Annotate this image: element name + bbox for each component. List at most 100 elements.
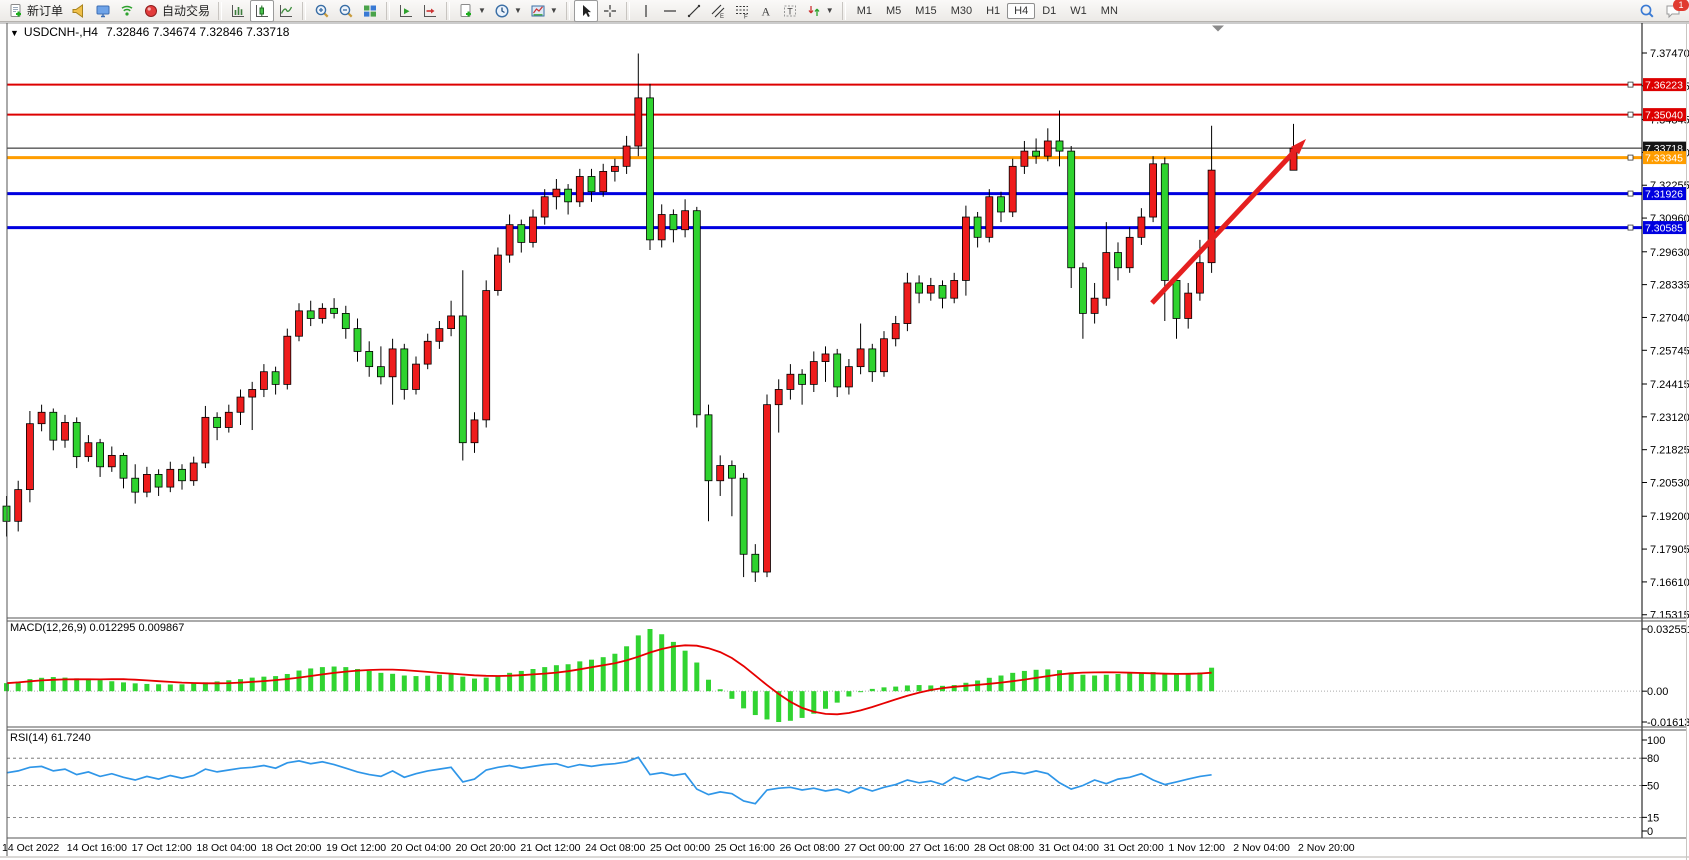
cursor-icon [582,4,591,17]
timeframe-M15[interactable]: M15 [915,4,937,17]
zoom-out-button[interactable] [334,0,358,22]
templates-button[interactable]: ▼ [526,0,562,22]
chevron-down-icon: ▼ [825,6,834,15]
trendline-icon [687,4,700,17]
timeframe-W1[interactable]: W1 [1070,4,1087,17]
svg-text:7.33345: 7.33345 [1645,153,1683,165]
svg-text:14 Oct 2022: 14 Oct 2022 [2,842,59,854]
zoom-in-button[interactable] [310,0,334,22]
notifications-button[interactable]: 1 [1665,0,1689,19]
chevron-down-icon: ▼ [478,6,486,15]
svg-text:25 Oct 16:00: 25 Oct 16:00 [715,842,775,854]
new-chart-button[interactable]: ▼ [454,0,490,22]
svg-text:7.19200: 7.19200 [1650,511,1689,523]
new-order-label: 新订单 [27,4,64,18]
autotrading-button[interactable]: 自动交易 [139,0,214,22]
svg-text:31 Oct 20:00: 31 Oct 20:00 [1104,842,1164,854]
svg-text:7.23120: 7.23120 [1650,412,1689,424]
svg-text:7.37470: 7.37470 [1650,48,1689,60]
svg-text:0.00: 0.00 [1647,686,1668,698]
timeframe-M30[interactable]: M30 [950,4,973,17]
timeframe-MN[interactable]: MN [1100,4,1118,17]
trendline-tool-button[interactable] [682,0,706,22]
line-chart-button[interactable] [274,0,298,22]
toolbar-separator [446,1,451,20]
periods-button[interactable]: ▼ [490,0,526,22]
symbol-dropdown-icon[interactable]: ▼ [10,28,19,38]
text-label-tool-button[interactable]: T [778,0,802,22]
timeframe-M1[interactable]: M1 [856,4,872,17]
svg-text:18 Oct 20:00: 18 Oct 20:00 [261,842,321,854]
main-toolbar: 新订单 自动交易 ▼ ▼ [0,0,1689,22]
horizontal-price-lines[interactable]: 7.362237.350407.337187.333457.319267.305… [7,78,1686,235]
ohlc-values: 7.32846 7.34674 7.32846 7.33718 [105,25,290,39]
fibonacci-icon: F [735,5,748,19]
clock-icon [495,3,509,18]
svg-text:27 Oct 00:00: 27 Oct 00:00 [844,842,904,854]
timeframe-group: M1 M5 M15 M30 H1 H4 D1 W1 MN [850,2,1125,19]
channel-icon: E [711,4,725,19]
svg-text:2 Nov 04:00: 2 Nov 04:00 [1233,842,1290,854]
auto-scroll-button[interactable] [394,0,418,22]
text-icon: A [761,4,770,18]
text-tool-button[interactable]: A [754,0,778,22]
vertical-line-icon [645,4,647,17]
macd-main-value: 0.012295 [89,622,136,634]
svg-text:7.17905: 7.17905 [1650,544,1689,556]
svg-text:7.31926: 7.31926 [1645,189,1683,201]
chart-shift-button[interactable] [418,0,442,22]
svg-text:7.16610: 7.16610 [1650,577,1689,589]
toolbar-separator [625,1,630,20]
templates-icon [531,5,545,16]
svg-text:7.21825: 7.21825 [1650,445,1689,457]
bar-chart-button[interactable] [226,0,250,22]
timeframe-D1[interactable]: D1 [1042,4,1057,17]
horn-button[interactable] [67,0,91,22]
toolbar-right-tools: 1 [1639,0,1689,22]
svg-text:28 Oct 08:00: 28 Oct 08:00 [974,842,1034,854]
community-icon [96,5,110,17]
timeframe-H4[interactable]: H4 [1007,2,1036,19]
svg-text:7.36223: 7.36223 [1645,80,1683,92]
community-button[interactable] [91,0,115,22]
svg-text:50: 50 [1647,781,1659,793]
chevron-down-icon: ▼ [549,6,558,15]
zoom-in-icon [315,4,329,17]
toolbar-separator [386,1,391,20]
bar-chart-icon [232,4,245,17]
crosshair-tool-button[interactable] [598,0,622,22]
fibonacci-tool-button[interactable]: F [730,0,754,22]
macd-axis: 0.032551 0.00 -0.016137 [7,624,1689,729]
signals-icon [121,5,133,16]
search-icon[interactable] [1639,3,1655,19]
cursor-tool-button[interactable] [573,0,598,22]
toolbar-separator [218,1,223,20]
horizontal-line-tool-button[interactable] [658,0,682,22]
new-order-icon [10,3,21,17]
timeframe-H1[interactable]: H1 [986,4,1001,17]
rsi-value: 61.7240 [50,732,91,744]
candlestick-chart-button[interactable] [250,0,275,22]
signals-button[interactable] [115,0,139,22]
svg-text:2 Nov 20:00: 2 Nov 20:00 [1298,842,1355,854]
chart-shift-marker[interactable] [1212,25,1224,32]
vertical-line-tool-button[interactable] [634,0,658,22]
rsi-axis: 100 80 50 15 0 [7,735,1665,838]
svg-text:14 Oct 16:00: 14 Oct 16:00 [67,842,127,854]
svg-text:100: 100 [1647,735,1665,747]
arrows-tool-button[interactable]: ▼ [802,0,838,22]
notification-badge: 1 [1673,0,1689,11]
equidistant-channel-tool-button[interactable]: E [706,0,730,22]
svg-text:F: F [744,14,748,19]
tile-windows-button[interactable] [358,0,382,22]
date-axis: 14 Oct 2022 14 Oct 16:00 17 Oct 12:00 18 Oc… [2,842,1355,854]
crosshair-icon [603,4,616,17]
new-order-button[interactable]: 新订单 [4,0,67,22]
arrows-icon [808,5,820,16]
trend-arrow[interactable] [1150,139,1306,305]
macd-indicator-label: MACD(12,26,9) 0.012295 0.009867 [10,622,185,634]
svg-text:80: 80 [1647,753,1659,765]
timeframe-M5[interactable]: M5 [886,4,902,17]
svg-text:20 Oct 04:00: 20 Oct 04:00 [391,842,451,854]
